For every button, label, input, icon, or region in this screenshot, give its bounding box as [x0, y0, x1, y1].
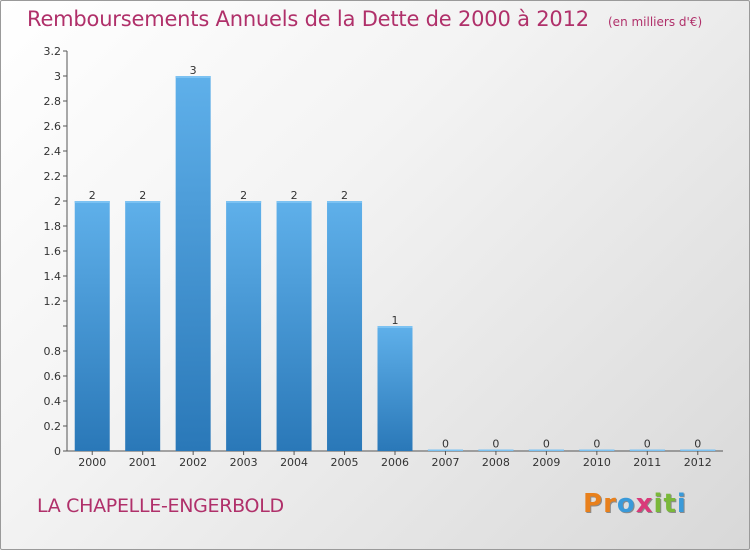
- labels: 2000 2 2001 2 2002 3 2003 2 2004 2 2005 2 2006 1 2007 0…: [78, 64, 712, 469]
- x-tick-label: 2011: [633, 456, 661, 469]
- data-label: 1: [392, 314, 399, 327]
- y-tick-label: 2.2: [44, 170, 62, 183]
- x-tick-label: 2008: [482, 456, 510, 469]
- bar-highlight: [629, 449, 665, 451]
- y-tick-label: 0: [54, 445, 61, 458]
- x-tick-label: 2003: [230, 456, 258, 469]
- y-tick-label: 2.6: [44, 120, 62, 133]
- bar-highlight: [226, 201, 262, 203]
- bar: [327, 201, 363, 451]
- data-label: 0: [694, 438, 701, 451]
- chart-title: Remboursements Annuels de la Dette de 20…: [27, 7, 589, 31]
- bar-highlight: [125, 201, 161, 203]
- bar-highlight: [327, 201, 363, 203]
- y-tick-label: 0.4: [44, 395, 62, 408]
- data-label: 0: [442, 438, 449, 451]
- y-tick-label: 2.4: [44, 145, 62, 158]
- bar-highlight: [74, 201, 110, 203]
- data-label: 0: [543, 438, 550, 451]
- bar-highlight: [377, 326, 413, 328]
- x-tick-label: 2002: [179, 456, 207, 469]
- y-tick-label: 3.2: [44, 45, 62, 58]
- x-tick-label: 2004: [280, 456, 308, 469]
- y-tick-label: 1.6: [44, 245, 62, 258]
- data-label: 2: [341, 189, 348, 202]
- data-label: 3: [190, 64, 197, 77]
- bars: [74, 76, 716, 451]
- y-tick-label: 1.4: [44, 270, 62, 283]
- bar-highlight: [579, 449, 615, 451]
- y-tick-label: 1.8: [44, 220, 62, 233]
- data-label: 2: [139, 189, 146, 202]
- bar-highlight: [427, 449, 463, 451]
- y-tick-label: 3: [54, 70, 61, 83]
- bar: [74, 201, 110, 451]
- bar-highlight: [528, 449, 564, 451]
- commune-name: LA CHAPELLE-ENGERBOLD: [37, 495, 284, 517]
- logo-letter: t: [663, 489, 677, 519]
- logo-letter: x: [635, 489, 654, 519]
- x-tick-label: 2009: [532, 456, 560, 469]
- bar-highlight: [680, 449, 716, 451]
- x-tick-label: 2012: [684, 456, 712, 469]
- x-tick-label: 2006: [381, 456, 409, 469]
- data-label: 2: [291, 189, 298, 202]
- y-tick-label: 1.2: [44, 295, 62, 308]
- data-label: 0: [644, 438, 651, 451]
- x-tick-label: 2005: [331, 456, 359, 469]
- bar: [377, 326, 413, 451]
- y-tick-label: 0.8: [44, 345, 62, 358]
- y-tick-label: 0.2: [44, 420, 62, 433]
- bar: [276, 201, 312, 451]
- y-tick-label: 2: [54, 195, 61, 208]
- logo-letter: i: [676, 489, 687, 519]
- y-tick-label: 2.8: [44, 95, 62, 108]
- y-tick-label: 0.6: [44, 370, 62, 383]
- logo-letter: i: [653, 489, 664, 519]
- data-label: 2: [89, 189, 96, 202]
- axes: 0 0.2 0.4 0.6 0.8 1.2 1.4 1.6 1.8 2 2.2 2.4 2.6 2.8 3 3…: [44, 45, 723, 458]
- x-tick-label: 2007: [431, 456, 459, 469]
- logo-letter: r: [603, 489, 617, 519]
- bar: [125, 201, 161, 451]
- bar: [175, 76, 211, 451]
- bar-highlight: [175, 76, 211, 78]
- x-tick-label: 2010: [583, 456, 611, 469]
- logo-letter: o: [616, 489, 636, 519]
- data-label: 0: [492, 438, 499, 451]
- bar: [226, 201, 262, 451]
- proxiti-logo: Proxiti: [583, 489, 687, 519]
- chart-unit: (en milliers d'€): [608, 15, 703, 29]
- x-tick-label: 2000: [78, 456, 106, 469]
- bar-highlight: [276, 201, 312, 203]
- bar-highlight: [478, 449, 514, 451]
- data-label: 0: [593, 438, 600, 451]
- data-label: 2: [240, 189, 247, 202]
- logo-letter: P: [583, 489, 604, 519]
- title-block: Remboursements Annuels de la Dette de 20…: [27, 7, 702, 31]
- x-tick-label: 2001: [129, 456, 157, 469]
